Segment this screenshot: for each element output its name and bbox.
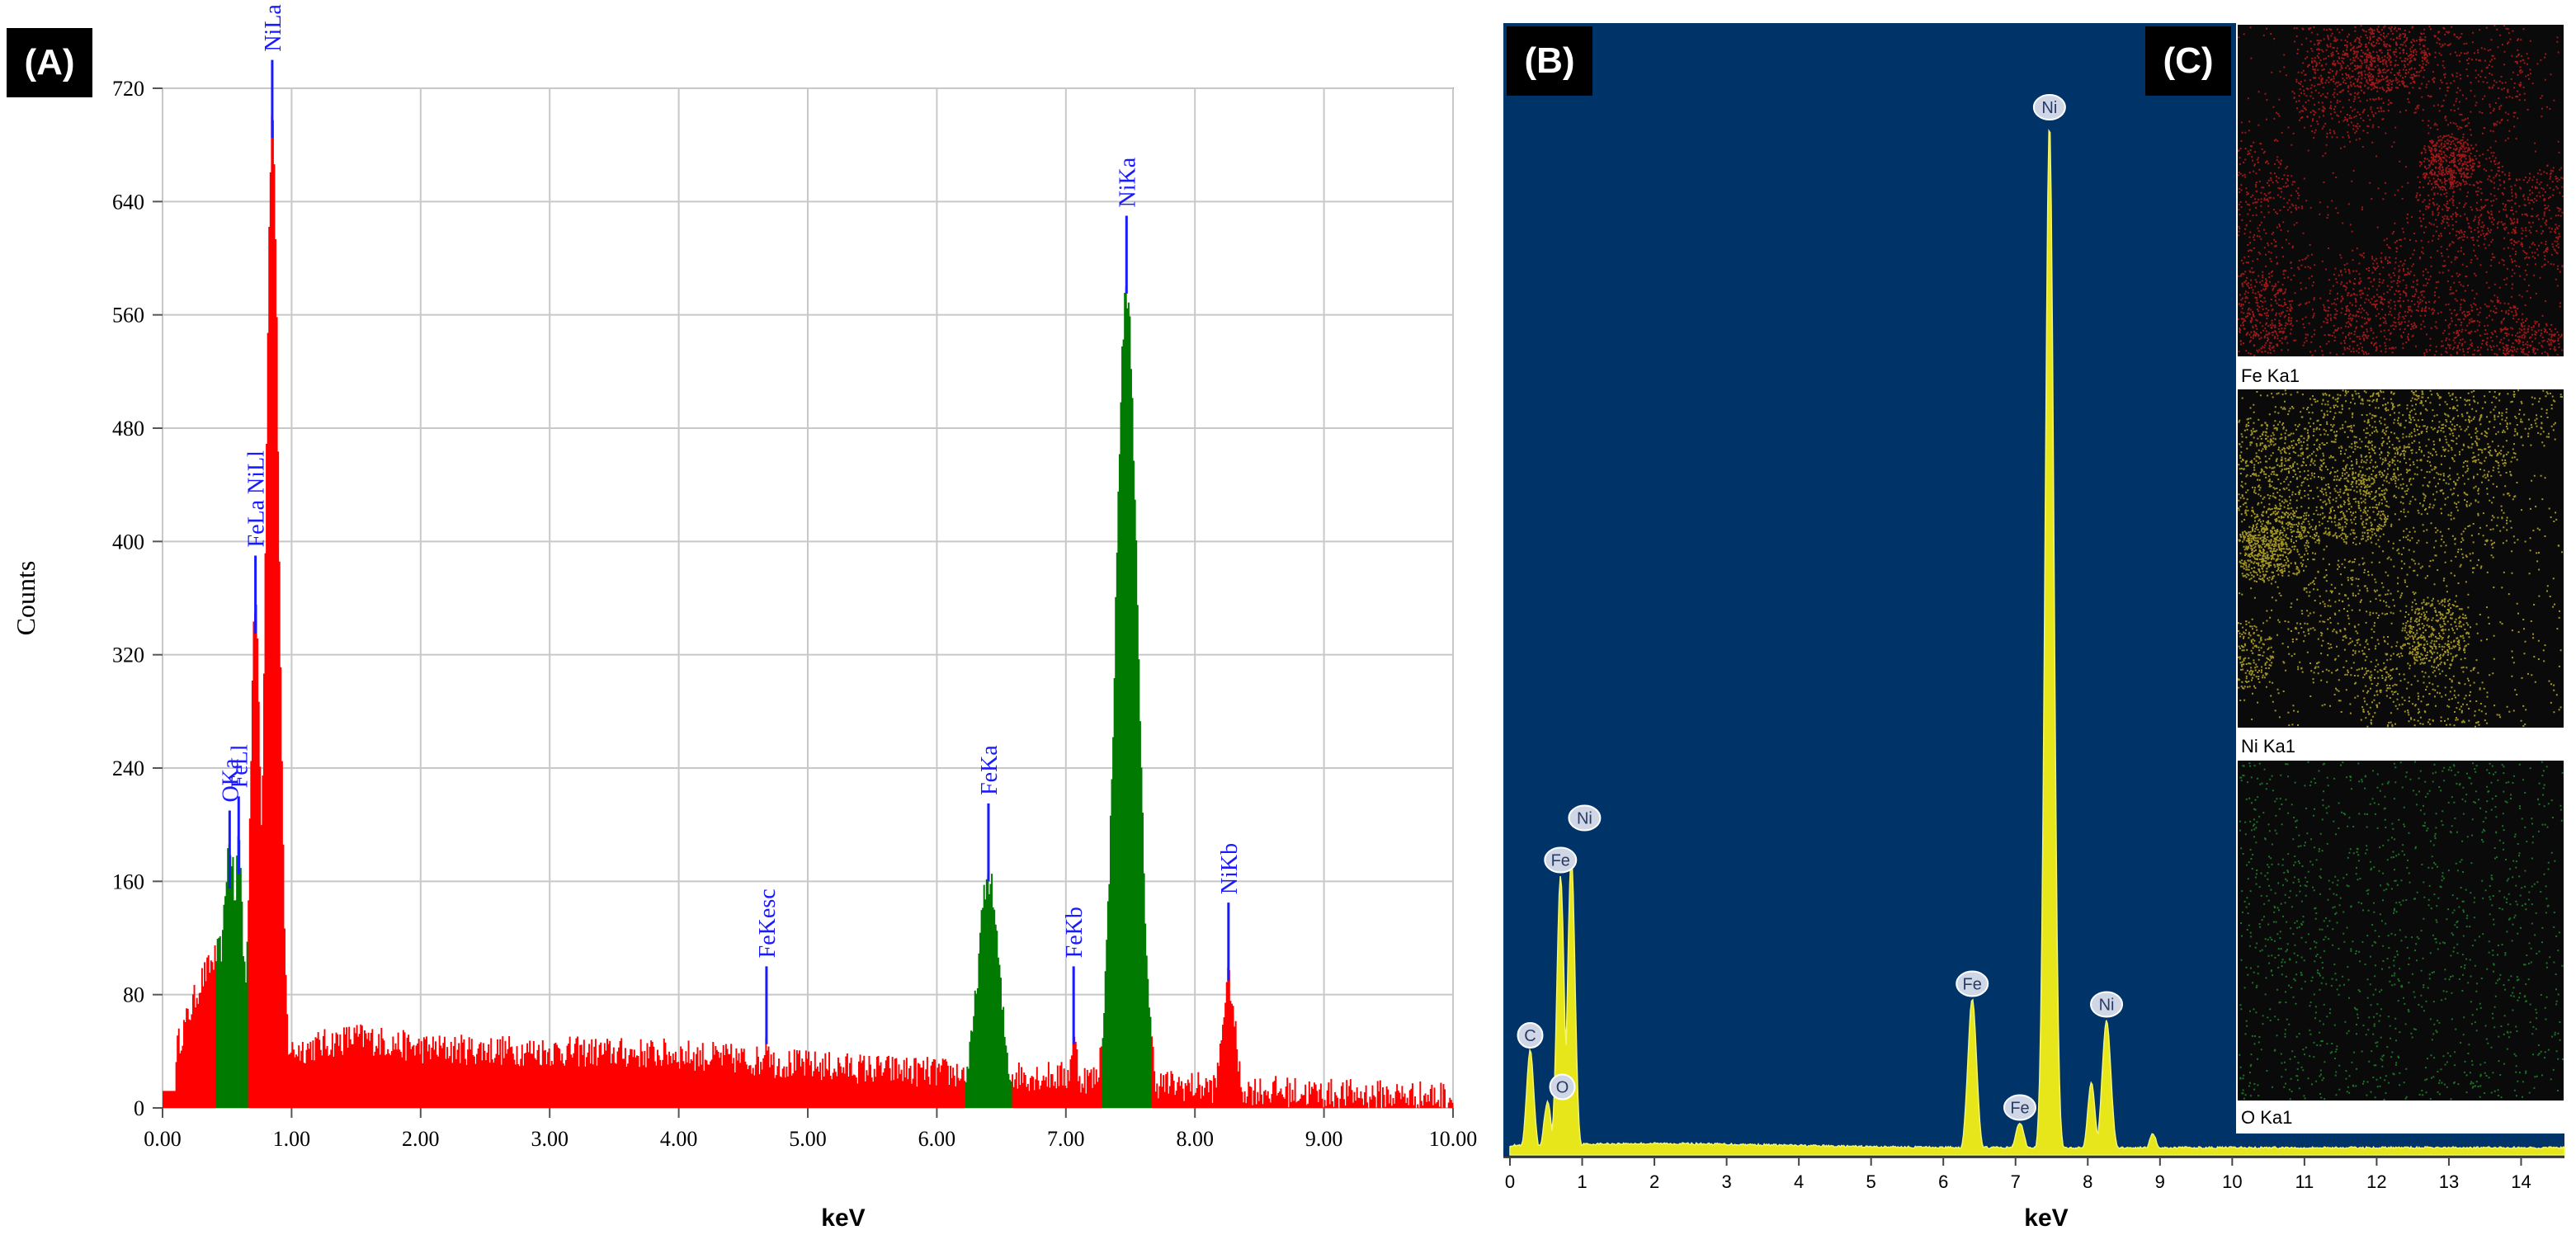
panel-b-peak-label: Fe xyxy=(1963,976,1982,994)
panel-b-x-tick-label: 9 xyxy=(2155,1171,2165,1192)
panel-b-x-tick-label: 2 xyxy=(1649,1171,1659,1192)
panel-b-peak-bubble-shape xyxy=(2090,991,2124,1018)
panel-b-x-tick-label: 7 xyxy=(2011,1171,2021,1192)
panel-a-y-tick-label: 480 xyxy=(112,417,144,441)
panel-a-peak-label: NiLa xyxy=(261,4,286,52)
panel-b-peak-bubble-shape xyxy=(2003,1094,2036,1121)
panel-b-spectrum-fill xyxy=(1509,129,2565,1156)
panel-a-peak-label: FeLl xyxy=(227,744,252,788)
panel-b-peak-bubble: Ni xyxy=(2032,94,2066,120)
panel-b-x-tick-label: 4 xyxy=(1794,1171,1804,1192)
panel-b-peak-bubble: O xyxy=(1549,1073,1576,1101)
panel-a-x-tick-label: 6.00 xyxy=(918,1127,956,1151)
panel-a-x-ticks: 0.00 1.00 2.00 3.00 4.00 5.00 6.00 7.00 8.00 9.00… xyxy=(144,1108,1477,1151)
panel-b-peak-bubble-shape xyxy=(1549,1073,1576,1101)
panel-a-badge: (A) xyxy=(7,28,92,97)
element-map-o-ka1 xyxy=(2238,761,2564,1101)
panel-b-peak-bubble: Fe xyxy=(2003,1094,2036,1121)
panel-a-x-tick-label: 7.00 xyxy=(1047,1127,1085,1151)
panel-b-x-tick-label: 3 xyxy=(1721,1171,1731,1192)
panel-b-axis-strip xyxy=(1503,1157,2564,1183)
panel-b-x-tick-label: 12 xyxy=(2366,1171,2386,1192)
element-map-fe-ka1 xyxy=(2238,25,2564,356)
panel-b-x-tick-label: 5 xyxy=(1866,1171,1876,1192)
panel-a-y-tick-label: 560 xyxy=(112,304,144,328)
panel-a-y-ticks: 0 80 160 240 320 400 480 560 640 720 xyxy=(112,77,163,1120)
panel-b-peak-label: Fe xyxy=(2010,1100,2029,1118)
panel-b-peak-bubble-shape xyxy=(1517,1022,1544,1049)
panel-a-peak-label: FeKb xyxy=(1062,907,1087,958)
panel-b-x-tick-label: 0 xyxy=(1505,1171,1515,1192)
map-label-ni-ka1: Ni Ka1 xyxy=(2241,736,2296,756)
panel-a-x-tick-label: 10.00 xyxy=(1429,1127,1478,1151)
panel-b-x-tick-label: 6 xyxy=(1938,1171,1948,1192)
panel-b-peak-labels: C O Fe Ni Fe Fe Ni Ni xyxy=(1517,94,2124,1121)
panel-b-x-tick-label: 13 xyxy=(2439,1171,2459,1192)
panel-b-peak-label: Ni xyxy=(1577,810,1592,828)
panel-a-y-tick-label: 720 xyxy=(112,77,144,101)
panel-b-peak-bubble-shape xyxy=(1568,804,1602,832)
panel-c-element-maps xyxy=(2236,23,2573,1134)
panel-a-peak-label: FeKesc xyxy=(755,888,781,958)
panel-b-peak-label: Fe xyxy=(1551,852,1570,870)
map-label-fe-ka1: Fe Ka1 xyxy=(2241,365,2300,386)
panel-b-x-tick-label: 14 xyxy=(2511,1171,2531,1192)
panel-a-peak-label: NiKb xyxy=(1217,843,1243,894)
panel-b-x-tick-label: 10 xyxy=(2222,1171,2242,1192)
panel-a-x-tick-label: 9.00 xyxy=(1305,1127,1343,1151)
panel-b-x-tick-label: 11 xyxy=(2295,1171,2314,1192)
panel-b-peak-label: O xyxy=(1556,1079,1569,1097)
panel-b-spectrum-area xyxy=(1509,129,2565,1156)
panel-b-peak-bubble: Ni xyxy=(1568,804,1602,832)
panel-a-y-tick-label: 0 xyxy=(134,1096,144,1120)
panel-a-x-tick-label: 4.00 xyxy=(660,1127,698,1151)
panel-c-badge: (C) xyxy=(2145,26,2231,96)
panel-a-y-tick-label: 640 xyxy=(112,190,144,214)
panel-a-peak-label: FeKa xyxy=(977,745,1003,795)
panel-a-y-tick-label: 320 xyxy=(112,643,144,667)
panel-a-peak-label: FeLa NiLl xyxy=(244,450,270,548)
panel-a-gridlines xyxy=(162,87,1454,1109)
panel-a-y-tick-label: 160 xyxy=(112,870,144,893)
panel-b-peak-bubble: Fe xyxy=(1956,970,1989,997)
panel-b-peak-bubble-shape xyxy=(1956,970,1989,997)
panel-b-peak-label: C xyxy=(1524,1027,1536,1045)
panel-a-y-tick-label: 240 xyxy=(112,756,144,780)
panel-a-peak-label: OKa xyxy=(218,758,243,802)
panel-b-peak-bubble: C xyxy=(1517,1022,1544,1049)
panel-b-peak-label: Ni xyxy=(2041,99,2057,117)
panel-b-x-tick-label: 1 xyxy=(1577,1171,1587,1192)
panel-a-x-tick-label: 1.00 xyxy=(273,1127,311,1151)
panel-b-peak-bubble-shape xyxy=(1544,846,1578,874)
panel-b-peak-bubble: Fe xyxy=(1544,846,1578,874)
panel-a-x-tick-label: 3.00 xyxy=(531,1127,569,1151)
panel-b-x-ticks: 0 1 2 3 4 5 6 7 8 9 10 11 12 13 14 xyxy=(1505,1157,2531,1192)
panel-b-badge: (B) xyxy=(1507,26,1592,96)
panel-a-y-tick-label: 400 xyxy=(112,530,144,554)
panel-b-peak-label: Ni xyxy=(2099,997,2115,1015)
panel-b-x-tick-label: 8 xyxy=(2083,1171,2092,1192)
panel-a-peak-label: NiKa xyxy=(1115,157,1140,207)
panel-b-peak-bubble: Ni xyxy=(2090,991,2124,1018)
panel-b-x-axis-label: keV xyxy=(2024,1204,2068,1232)
element-map-ni-ka1 xyxy=(2238,389,2564,728)
panel-a-x-tick-label: 2.00 xyxy=(402,1127,440,1151)
panel-b-peak-bubble-shape xyxy=(2032,94,2066,120)
panel-a-y-tick-label: 80 xyxy=(123,983,144,1007)
panel-a-x-tick-label: 5.00 xyxy=(789,1127,827,1151)
panel-a-x-tick-label: 0.00 xyxy=(144,1127,182,1151)
panel-a-y-axis-label: Counts xyxy=(11,561,40,636)
panel-a-x-tick-label: 8.00 xyxy=(1176,1127,1214,1151)
panel-a-x-axis-label: keV xyxy=(821,1204,865,1232)
map-label-o-ka1: O Ka1 xyxy=(2241,1107,2293,1128)
